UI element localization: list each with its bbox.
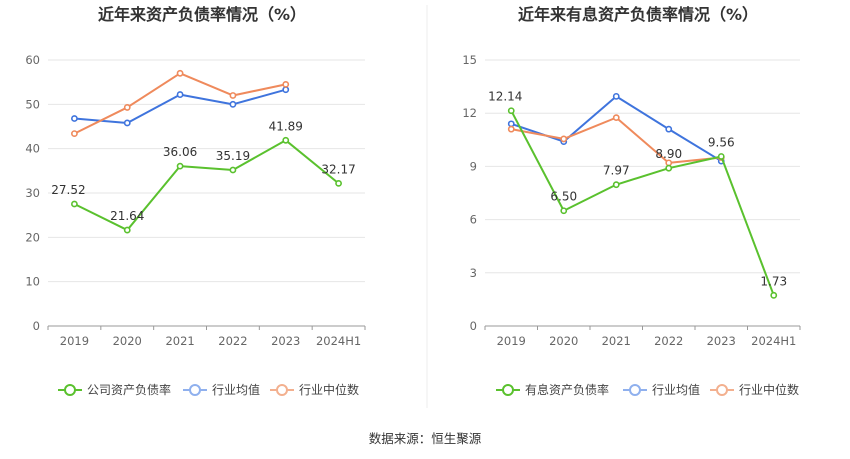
series-line-industry-median xyxy=(73,72,286,135)
legend-marker xyxy=(716,384,728,396)
data-point xyxy=(335,179,342,187)
chart-title: 近年来资产负债率情况（%） xyxy=(98,5,306,24)
data-point xyxy=(507,107,515,115)
data-point xyxy=(282,80,290,88)
data-point xyxy=(282,136,290,144)
legend-label: 有息资产负债率 xyxy=(525,382,609,397)
data-point xyxy=(229,166,237,174)
data-point xyxy=(123,104,131,111)
legend-marker xyxy=(189,384,201,396)
data-point xyxy=(612,92,620,100)
x-tick-label: 2019 xyxy=(60,334,89,348)
legend-marker xyxy=(502,384,514,396)
y-tick-label: 0 xyxy=(470,319,477,333)
data-point xyxy=(176,69,184,77)
x-tick-label: 2021 xyxy=(602,334,631,348)
data-point xyxy=(71,130,78,137)
legend-item-company[interactable]: 有息资产负债率 xyxy=(496,382,609,397)
series-line-company xyxy=(510,110,775,296)
y-tick-label: 50 xyxy=(25,97,40,111)
data-label: 41.89 xyxy=(269,119,303,133)
legend-item-industry-median[interactable]: 行业中位数 xyxy=(710,382,799,397)
data-point xyxy=(665,164,673,172)
data-label: 36.06 xyxy=(163,145,197,159)
data-source-note: 数据来源：恒生聚源 xyxy=(369,431,482,446)
x-tick-label: 2023 xyxy=(271,334,300,348)
data-point xyxy=(176,162,184,170)
chart-panel-2: 近年来有息资产负债率情况（%） 0 3 6 9 12 15 2019 2020 2021 2022 2… xyxy=(462,5,801,397)
series-line-company xyxy=(73,139,340,232)
legend-marker xyxy=(276,384,288,396)
data-point xyxy=(717,153,725,160)
series-line-industry-median xyxy=(511,116,722,164)
data-point xyxy=(665,125,673,133)
x-tick-label: 2024H1 xyxy=(751,334,796,348)
data-label: 6.50 xyxy=(550,190,577,204)
data-point xyxy=(612,114,620,122)
data-point xyxy=(770,291,778,299)
data-label: 1.73 xyxy=(760,274,787,288)
x-tick-label: 2021 xyxy=(165,334,194,348)
legend-label: 行业中位数 xyxy=(299,382,359,397)
legend-marker xyxy=(629,384,641,396)
data-label: 8.90 xyxy=(655,147,682,161)
data-point xyxy=(123,119,131,127)
x-tick-label: 2020 xyxy=(549,334,578,348)
x-tick-label: 2020 xyxy=(113,334,142,348)
legend-label: 行业均值 xyxy=(652,382,700,397)
x-tick-label: 2024H1 xyxy=(316,334,361,348)
data-label: 35.19 xyxy=(216,149,250,163)
legend-label: 行业均值 xyxy=(212,382,260,397)
data-label: 21.64 xyxy=(110,209,144,223)
data-point xyxy=(229,92,237,99)
y-tick-label: 12 xyxy=(462,106,477,120)
data-label: 9.56 xyxy=(708,135,735,149)
x-tick-label: 2019 xyxy=(497,334,526,348)
legend-item-industry-median[interactable]: 行业中位数 xyxy=(270,382,359,397)
data-point xyxy=(123,226,131,234)
legend-marker xyxy=(64,384,76,396)
data-point xyxy=(507,125,515,133)
y-tick-label: 3 xyxy=(470,266,477,280)
data-label: 7.97 xyxy=(603,164,630,178)
data-point xyxy=(71,115,78,122)
legend-item-company[interactable]: 公司资产负债率 xyxy=(58,382,171,397)
x-tick-label: 2022 xyxy=(218,334,247,348)
data-point xyxy=(560,135,568,143)
data-label: 27.52 xyxy=(51,183,85,197)
y-tick-label: 10 xyxy=(25,275,40,289)
y-tick-label: 30 xyxy=(25,186,40,200)
y-tick-label: 9 xyxy=(470,159,477,173)
data-point xyxy=(612,181,620,189)
y-tick-label: 20 xyxy=(25,230,40,244)
legend-label: 公司资产负债率 xyxy=(87,382,171,397)
y-tick-label: 0 xyxy=(33,319,40,333)
y-tick-label: 40 xyxy=(25,142,40,156)
x-tick-label: 2022 xyxy=(654,334,683,348)
legend-item-industry-mean[interactable]: 行业均值 xyxy=(183,382,260,397)
data-label: 32.17 xyxy=(321,162,355,176)
data-point xyxy=(229,100,237,108)
legend-item-industry-mean[interactable]: 行业均值 xyxy=(623,382,700,397)
data-point xyxy=(71,200,78,208)
y-tick-label: 60 xyxy=(25,53,40,67)
data-point xyxy=(282,86,290,94)
chart-title: 近年来有息资产负债率情况（%） xyxy=(518,5,758,24)
data-point xyxy=(176,91,184,98)
series-line-industry-mean xyxy=(510,95,722,162)
data-label: 12.14 xyxy=(488,90,522,104)
chart-panel-1: 近年来资产负债率情况（%） 0 10 20 30 40 50 60 2019 2020 2021 20… xyxy=(25,5,366,397)
y-tick-label: 6 xyxy=(470,213,477,227)
data-point xyxy=(560,207,568,215)
x-tick-label: 2023 xyxy=(707,334,736,348)
data-point xyxy=(507,120,515,128)
y-tick-label: 15 xyxy=(462,53,477,67)
legend-label: 行业中位数 xyxy=(739,382,799,397)
